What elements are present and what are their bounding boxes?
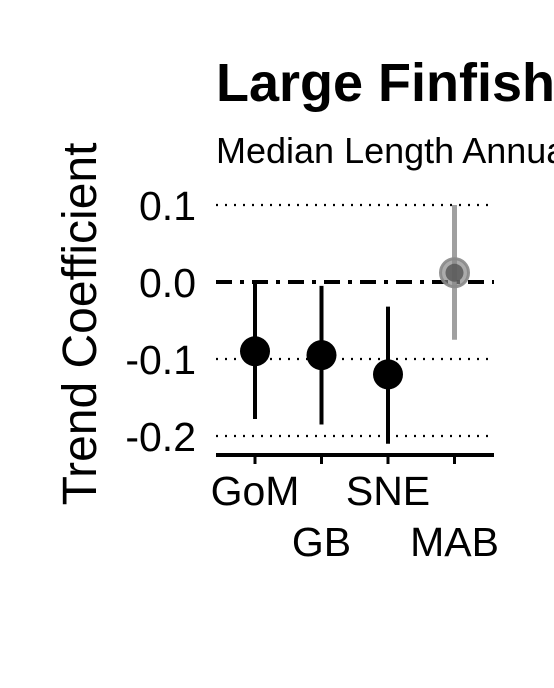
point-sne [373,306,403,444]
x-tick-label-mab: MAB [410,519,499,565]
point-marker-core [445,263,464,282]
point-gom [240,282,270,420]
x-tick-label-gom: GoM [211,468,300,514]
point-marker [240,336,270,367]
y-tick-label: 0.0 [139,260,196,306]
chart-subtitle: Median Length Annual Trend [216,130,554,171]
x-tick-label-gb: GB [292,519,351,565]
data-points [240,205,470,444]
y-tick-label: -0.1 [125,337,196,383]
point-gb [306,285,337,425]
x-axis: GoM GB SNE MAB [211,453,499,565]
x-tick-label-sne: SNE [346,468,430,514]
point-mab [439,205,470,340]
chart-title: Large Finfish [216,53,554,113]
y-tick-labels: 0.1 0.0 -0.1 -0.2 [125,183,196,460]
point-marker [373,359,403,390]
point-marker [306,340,337,371]
y-axis-label: Trend Coefficient [54,143,107,506]
y-tick-label: -0.2 [125,414,196,460]
y-tick-label: 0.1 [139,183,196,229]
